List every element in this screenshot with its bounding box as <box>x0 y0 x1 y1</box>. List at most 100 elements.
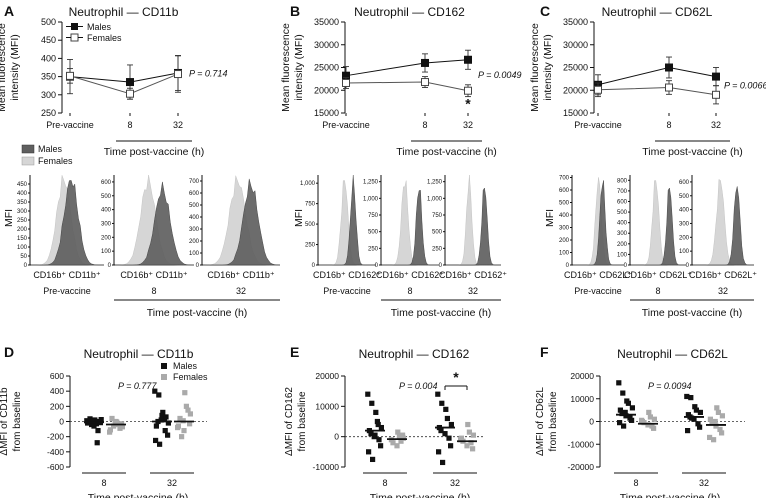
hist-time-label: 32 <box>468 286 478 296</box>
hist-y-tick-label: 600 <box>559 188 570 194</box>
hist-y-tick-label: 0 <box>108 263 112 269</box>
y-tick-label-A: 300 <box>41 90 56 100</box>
hist-time-label: 8 <box>151 286 156 296</box>
hist-y-tick-label: 300 <box>559 226 570 232</box>
hist-marker-label: CD16b⁺ CD62L⁺ <box>689 270 757 280</box>
hist-legend-label-males: Males <box>38 144 63 154</box>
y-tick-label-C: 35000 <box>563 17 588 27</box>
data-point-males <box>697 409 703 415</box>
hist-y-tick-label: 0 <box>375 263 379 269</box>
data-point-males <box>689 415 695 421</box>
data-point-males <box>165 420 171 426</box>
hist-y-tick-label: 1,250 <box>427 180 443 186</box>
data-point-females <box>707 434 713 441</box>
hist-y-tick-label: 250 <box>305 243 316 249</box>
x-tick-label-F: 8 <box>633 478 638 488</box>
data-point-males <box>688 395 694 401</box>
data-point-females <box>715 409 721 415</box>
hist-time-label: Pre-vaccine <box>323 286 371 296</box>
hist-y-tick-label: 750 <box>368 213 379 219</box>
hist-y-tick-label: 500 <box>101 194 112 200</box>
data-point-males <box>695 421 701 427</box>
hist-female-area <box>631 180 686 266</box>
hist-y-tick-label: 1,000 <box>363 196 379 202</box>
data-point-males <box>158 417 164 423</box>
data-point-females <box>109 415 115 422</box>
panel-letter-E: E <box>290 344 299 360</box>
data-point-males <box>98 417 104 423</box>
data-point-females <box>707 416 713 422</box>
hist-y-tick-label: 0 <box>624 263 628 269</box>
data-point-females <box>646 409 652 415</box>
y-tick-label-B: 15000 <box>314 108 339 118</box>
y-axis-label-F: from baseline <box>548 391 559 451</box>
data-point-females <box>187 421 193 427</box>
hist-y-tick-label: 50 <box>20 254 27 260</box>
series-line-females <box>69 73 179 95</box>
hist-marker-label: CD16b⁺ CD11b⁺ <box>33 270 101 280</box>
data-point-females <box>464 443 470 449</box>
x-tick-label-B: Pre-vaccine <box>322 120 370 130</box>
y-tick-label-E: 10000 <box>315 401 339 411</box>
data-point-females <box>639 417 645 423</box>
series-line-females <box>597 87 717 96</box>
y-axis-label-E: from baseline <box>297 391 308 451</box>
hist-legend-label-females: Females <box>38 156 73 166</box>
x-tick-label-E: 32 <box>450 478 460 488</box>
x-axis-label-F: Time post-vaccine (h) <box>620 492 721 498</box>
data-point-males <box>684 393 690 400</box>
series-line-males <box>345 59 469 77</box>
data-point-males <box>665 63 673 72</box>
data-point-females <box>394 443 400 449</box>
hist-marker-label: CD16b⁺ CD11b⁺ <box>120 270 188 280</box>
hist-male-area <box>319 174 376 266</box>
hist-y-tick-label: 0 <box>196 263 200 269</box>
data-point-males <box>369 400 375 406</box>
hist-y-tick-label: 0 <box>566 263 570 269</box>
chart-title-F: Neutrophil — CD62L <box>617 347 728 361</box>
data-point-females <box>174 70 182 79</box>
data-point-females <box>396 434 402 440</box>
data-point-females <box>719 413 725 419</box>
y-tick-label-F: 0 <box>589 417 594 427</box>
hist-y-tick-label: 500 <box>679 194 690 200</box>
legend-label-males: Males <box>173 361 198 371</box>
hist-y-tick-label: 1,000 <box>300 181 316 187</box>
hist-female-area <box>693 179 754 266</box>
y-tick-label-B: 25000 <box>314 63 339 73</box>
hist-marker-label: CD16b⁺ CD62L⁺ <box>624 270 692 280</box>
hist-y-tick-label: 400 <box>617 221 628 227</box>
data-point-males <box>374 418 380 425</box>
y-tick-label-A: 400 <box>41 53 56 63</box>
data-point-males <box>438 428 444 434</box>
hist-y-tick-label: 450 <box>17 182 28 188</box>
hist-y-tick-label: 0 <box>439 263 443 269</box>
hist-y-tick-label: 200 <box>101 235 112 241</box>
x-tick-label-C: 8 <box>666 120 671 130</box>
p-value-D: P = 0.777 <box>118 381 157 391</box>
hist-y-tick-label: 200 <box>617 242 628 248</box>
panel-letter-D: D <box>4 344 14 360</box>
data-point-males <box>617 420 623 426</box>
data-point-males <box>693 407 699 413</box>
x-axis-label-B: Time post-vaccine (h) <box>396 146 497 158</box>
data-point-females <box>112 420 118 426</box>
data-point-males <box>373 409 379 415</box>
legend-marker-females <box>70 33 79 42</box>
data-point-females <box>711 437 717 443</box>
hist-y-tick-label: 500 <box>189 203 200 209</box>
hist-y-tick-label: 200 <box>559 238 570 244</box>
y-tick-label-D: -200 <box>47 432 64 442</box>
hist-y-label-C-hist: MFI <box>544 209 556 227</box>
hist-y-tick-label: 100 <box>617 252 628 258</box>
hist-female-area <box>446 174 501 266</box>
hist-y-tick-label: 0 <box>312 263 316 269</box>
data-point-males <box>94 440 100 446</box>
p-value-C: P = 0.0066 <box>724 81 766 91</box>
x-tick-label-D: 8 <box>101 478 106 488</box>
hist-y-tick-label: 750 <box>432 213 443 219</box>
data-point-males <box>448 443 454 449</box>
data-point-females <box>714 405 720 411</box>
data-point-males <box>87 416 93 422</box>
